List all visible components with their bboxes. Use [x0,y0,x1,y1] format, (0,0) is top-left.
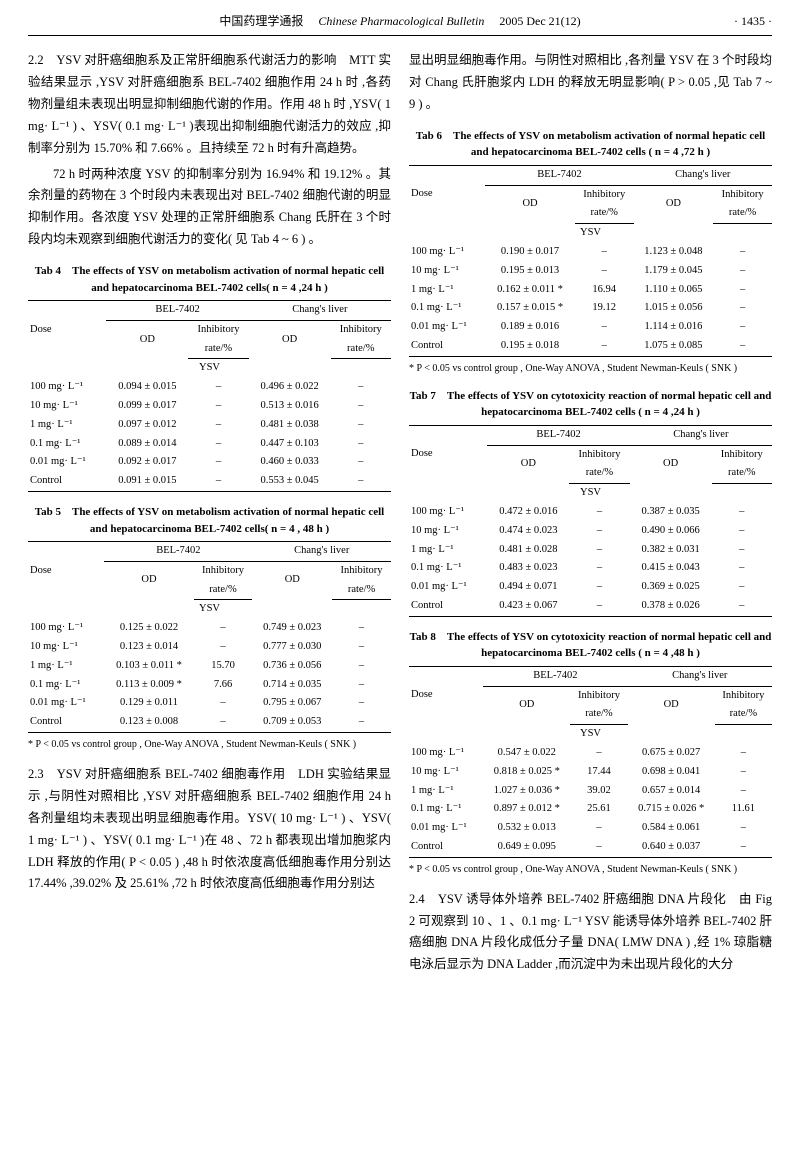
para-2-3: 2.3 YSV 对肝癌细胞系 BEL-7402 细胞毒作用 LDH 实验结果显示… [28,764,391,895]
tab7: DoseBEL-7402Chang's liver ODInhibitoryOD… [409,425,772,617]
tab4-title: Tab 4 The effects of YSV on metabolism a… [28,263,391,296]
page-number: · 1435 · [734,12,772,31]
journal-en: Chinese Pharmacological Bulletin [318,14,484,28]
para-right-top: 显出明显细胞毒作用。与阴性对照相比 ,各剂量 YSV 在 3 个时段均对 Cha… [409,50,772,116]
page-header: 中国药理学通报 Chinese Pharmacological Bulletin… [28,12,772,36]
para-2-2b: 72 h 时两种浓度 YSV 的抑制率分别为 16.94% 和 19.12% 。… [28,164,391,252]
tab5: DoseBEL-7402Chang's liver ODInhibitoryOD… [28,541,391,733]
left-column: 2.2 YSV 对肝癌细胞系及正常肝细胞系代谢活力的影响 MTT 实验结果显示 … [28,50,391,980]
tab6: DoseBEL-7402Chang's liver ODInhibitoryOD… [409,165,772,357]
tab4: DoseBEL-7402Chang's liver ODInhibitoryOD… [28,300,391,492]
tab5-foot: * P < 0.05 vs control group , One-Way AN… [28,737,391,752]
para-2-4: 2.4 YSV 诱导体外培养 BEL-7402 肝癌细胞 DNA 片段化 由 F… [409,889,772,977]
para-2-2: 2.2 YSV 对肝癌细胞系及正常肝细胞系代谢活力的影响 MTT 实验结果显示 … [28,50,391,159]
tab6-foot: * P < 0.05 vs control group , One-Way AN… [409,361,772,376]
issue: 2005 Dec 21(12) [499,14,580,28]
tab7-title: Tab 7 The effects of YSV on cytotoxicity… [409,388,772,421]
tab5-title: Tab 5 The effects of YSV on metabolism a… [28,504,391,537]
tab6-title: Tab 6 The effects of YSV on metabolism a… [409,128,772,161]
right-column: 显出明显细胞毒作用。与阴性对照相比 ,各剂量 YSV 在 3 个时段均对 Cha… [409,50,772,980]
tab8: DoseBEL-7402Chang's liver ODInhibitoryOD… [409,666,772,858]
journal-cn: 中国药理学通报 [219,14,303,28]
tab8-title: Tab 8 The effects of YSV on cytotoxicity… [409,629,772,662]
tab8-foot: * P < 0.05 vs control group , One-Way AN… [409,862,772,877]
